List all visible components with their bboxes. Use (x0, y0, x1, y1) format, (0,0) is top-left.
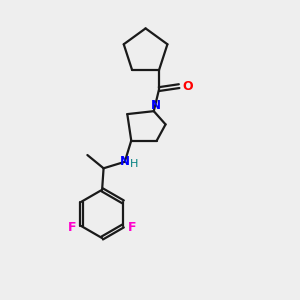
Text: N: N (151, 99, 160, 112)
Text: H: H (130, 159, 138, 169)
Text: F: F (68, 221, 76, 234)
Text: N: N (120, 155, 130, 168)
Text: F: F (128, 221, 137, 234)
Text: O: O (183, 80, 193, 93)
